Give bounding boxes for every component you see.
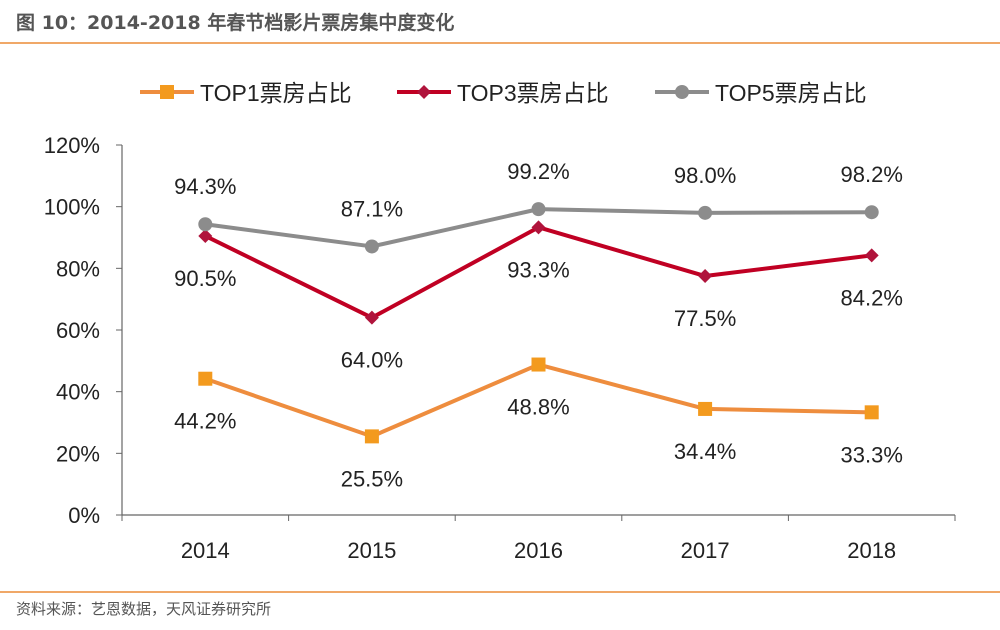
x-tick-label: 2018: [847, 538, 896, 563]
legend-label-2: TOP5票房占比: [715, 80, 867, 106]
figure-title: 图 10：2014-2018 年春节档影片票房集中度变化: [16, 12, 455, 34]
data-point: [364, 310, 379, 325]
x-tick-label: 2017: [681, 538, 730, 563]
data-point: [698, 205, 713, 220]
data-label: 25.5%: [341, 466, 403, 491]
x-tick-label: 2016: [514, 538, 563, 563]
data-point: [698, 269, 713, 284]
legend-marker-0: [160, 85, 174, 99]
data-label: 99.2%: [507, 159, 569, 184]
data-point: [364, 429, 379, 444]
source-note: 资料来源：艺恩数据，天风证券研究所: [16, 600, 272, 618]
y-tick-label: 60%: [56, 318, 100, 343]
y-tick-label: 100%: [44, 195, 100, 220]
y-tick-label: 120%: [44, 133, 100, 158]
title-divider: [0, 42, 1000, 44]
data-label: 94.3%: [174, 174, 236, 199]
data-point: [364, 239, 379, 254]
legend-label-1: TOP3票房占比: [457, 80, 609, 106]
legend-marker-1: [417, 85, 431, 99]
y-tick-label: 40%: [56, 380, 100, 405]
data-point: [198, 217, 213, 232]
data-label: 64.0%: [341, 348, 403, 373]
y-tick-label: 0%: [68, 503, 100, 528]
data-label: 33.3%: [841, 442, 903, 467]
y-tick-label: 20%: [56, 441, 100, 466]
data-point: [531, 220, 546, 235]
data-point: [864, 248, 879, 263]
legend-marker-2: [675, 85, 689, 99]
data-point: [531, 202, 546, 217]
data-point: [864, 405, 879, 420]
data-label: 44.2%: [174, 409, 236, 434]
line-chart: 0% 20% 40% 60% 80% 100% 120% 2014 2015 2016 2017 20…: [44, 80, 956, 563]
x-tick-label: 2015: [347, 538, 396, 563]
data-label: 34.4%: [674, 439, 736, 464]
data-label: 77.5%: [674, 306, 736, 331]
data-point: [198, 371, 213, 386]
data-label: 84.2%: [841, 285, 903, 310]
data-point: [531, 357, 546, 372]
data-point: [864, 205, 879, 220]
data-label: 98.2%: [841, 162, 903, 187]
footer-divider: [0, 591, 1000, 593]
data-label: 90.5%: [174, 266, 236, 291]
data-label: 93.3%: [507, 257, 569, 282]
data-point: [698, 401, 713, 416]
y-tick-label: 80%: [56, 256, 100, 281]
data-label: 98.0%: [674, 163, 736, 188]
data-point: [198, 228, 213, 243]
data-label: 87.1%: [341, 196, 403, 221]
x-tick-label: 2014: [181, 538, 230, 563]
data-label: 48.8%: [507, 395, 569, 420]
legend-label-0: TOP1票房占比: [200, 80, 352, 106]
